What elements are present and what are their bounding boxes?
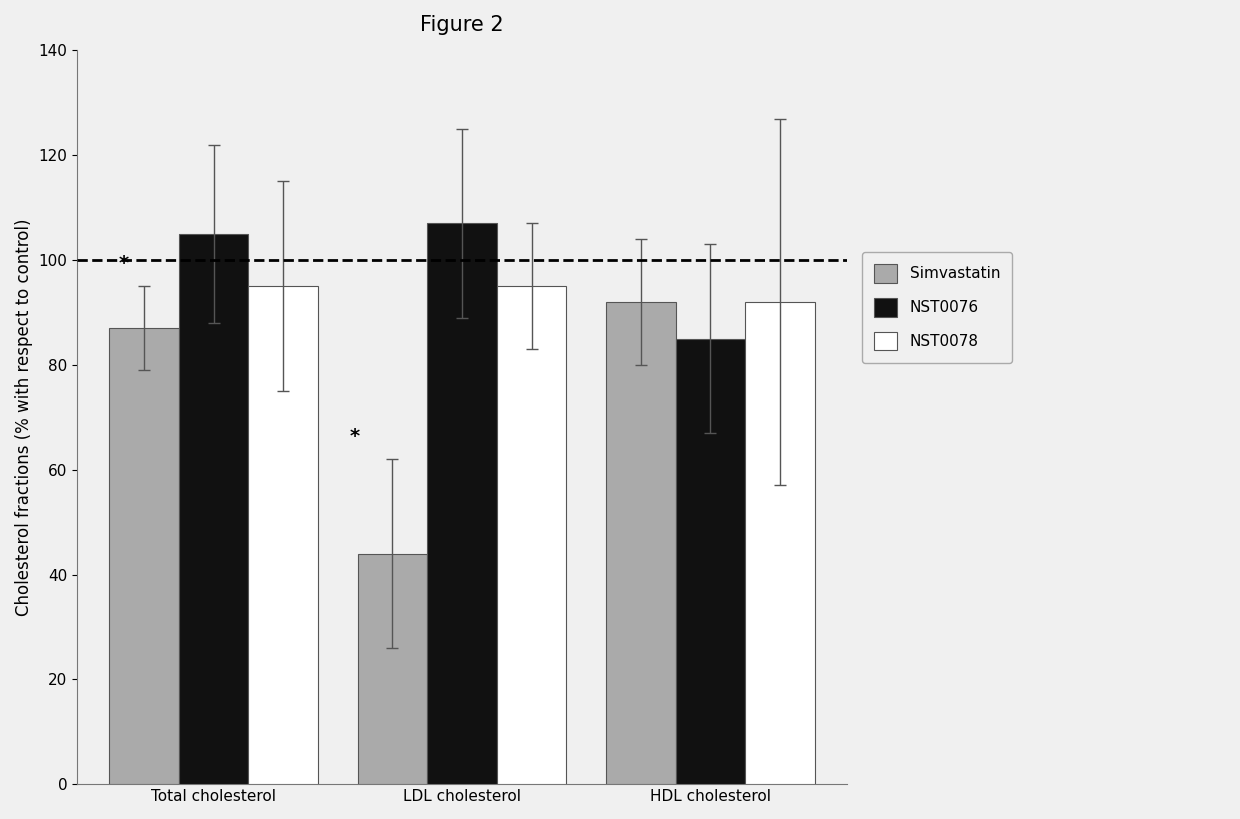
Bar [676, 339, 745, 784]
Bar [745, 302, 815, 784]
Bar [179, 234, 248, 784]
Text: *: * [118, 254, 129, 274]
Bar [357, 554, 428, 784]
Bar [109, 328, 179, 784]
Bar [497, 287, 567, 784]
Bar [248, 287, 317, 784]
Legend: Simvastatin, NST0076, NST0078: Simvastatin, NST0076, NST0078 [862, 251, 1012, 363]
Y-axis label: Cholesterol fractions (% with respect to control): Cholesterol fractions (% with respect to… [15, 219, 33, 616]
Bar [606, 302, 676, 784]
Title: Figure 2: Figure 2 [420, 15, 503, 35]
Text: *: * [350, 428, 360, 446]
Bar [428, 224, 497, 784]
